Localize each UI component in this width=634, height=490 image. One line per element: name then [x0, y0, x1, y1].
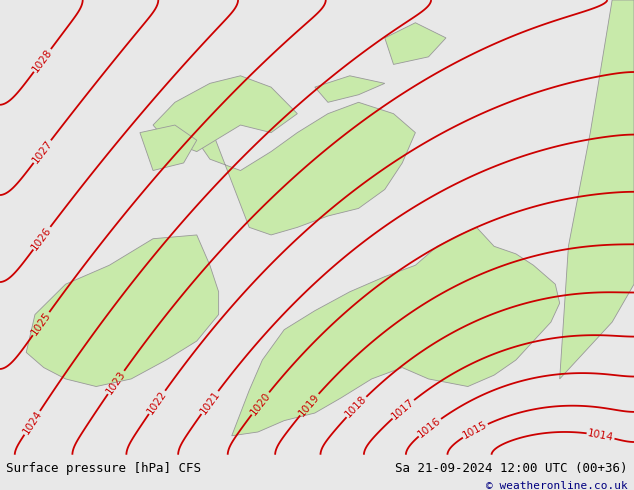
Text: 1025: 1025 — [29, 310, 53, 337]
Text: Surface pressure [hPa] CFS: Surface pressure [hPa] CFS — [6, 462, 202, 475]
Text: 1024: 1024 — [21, 409, 44, 437]
Text: 1021: 1021 — [198, 389, 221, 416]
Text: 1026: 1026 — [30, 224, 54, 252]
Polygon shape — [153, 76, 297, 151]
Text: 1020: 1020 — [249, 390, 273, 417]
Text: 1016: 1016 — [416, 416, 443, 440]
Polygon shape — [232, 227, 560, 436]
Text: 1017: 1017 — [390, 397, 417, 421]
Text: 1019: 1019 — [297, 392, 321, 418]
Text: 1027: 1027 — [30, 138, 55, 165]
Text: Sa 21-09-2024 12:00 UTC (00+36): Sa 21-09-2024 12:00 UTC (00+36) — [395, 462, 628, 475]
Text: 1028: 1028 — [30, 47, 55, 74]
Text: © weatheronline.co.uk: © weatheronline.co.uk — [486, 481, 628, 490]
Text: 1015: 1015 — [461, 420, 489, 441]
Polygon shape — [26, 235, 219, 387]
Polygon shape — [140, 125, 197, 171]
Text: 1014: 1014 — [586, 428, 614, 443]
Polygon shape — [560, 0, 634, 379]
Text: 1018: 1018 — [344, 394, 369, 420]
Polygon shape — [197, 102, 415, 235]
Polygon shape — [315, 76, 385, 102]
Text: 1022: 1022 — [145, 389, 169, 416]
Text: 1023: 1023 — [105, 369, 127, 396]
Polygon shape — [385, 23, 446, 64]
